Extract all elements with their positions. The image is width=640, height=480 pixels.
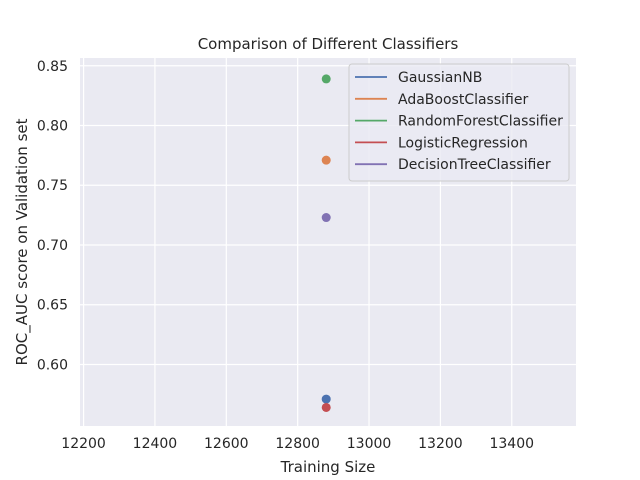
legend-label: DecisionTreeClassifier	[398, 157, 551, 173]
x-axis-label: Training Size	[280, 458, 376, 476]
x-tick-label: 13200	[418, 436, 463, 452]
data-point-adaboostclassifier	[322, 156, 331, 165]
x-tick-label: 13000	[347, 436, 392, 452]
y-tick-label: 0.70	[37, 238, 68, 254]
chart-title: Comparison of Different Classifiers	[198, 35, 459, 53]
legend-label: LogisticRegression	[398, 135, 528, 151]
y-tick-label: 0.85	[37, 59, 68, 75]
y-tick-label: 0.65	[37, 298, 68, 314]
data-point-logisticregression	[322, 403, 331, 412]
legend-label: RandomForestClassifier	[398, 114, 563, 130]
data-point-decisiontreeclassifier	[322, 213, 331, 222]
x-tick-label: 12800	[275, 436, 320, 452]
y-axis-label: ROC_AUC score on Validation set	[13, 118, 32, 365]
data-point-gaussiannb	[322, 395, 331, 404]
y-tick-label: 0.75	[37, 178, 68, 194]
y-tick-label: 0.80	[37, 119, 68, 135]
x-tick-label: 12200	[61, 436, 106, 452]
legend-label: AdaBoostClassifier	[398, 92, 528, 108]
legend: GaussianNB AdaBoostClassifier RandomForest…	[349, 64, 569, 181]
legend-label: GaussianNB	[398, 70, 482, 86]
x-tick-label: 13400	[489, 436, 534, 452]
y-tick-label: 0.60	[37, 357, 68, 373]
x-tick-label: 12400	[133, 436, 178, 452]
x-tick-label: 12600	[204, 436, 249, 452]
data-point-randomforestclassifier	[322, 74, 331, 83]
